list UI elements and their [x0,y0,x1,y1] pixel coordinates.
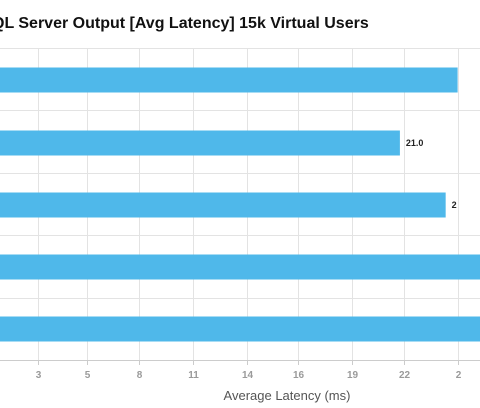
bar [0,130,400,156]
x-tick-label: 16 [293,370,305,381]
bar-value-label: 2 [452,200,457,210]
x-tick-label: 3 [36,370,42,381]
x-axis-ticks: 3 5 8 11 14 16 19 22 2 [36,360,462,381]
x-tick-label: 14 [242,370,254,381]
bar-series [0,67,480,342]
data-labels: 21.02 [406,138,457,210]
x-tick-label: 19 [347,370,359,381]
bar [0,67,458,93]
x-tick-label: 11 [188,370,199,381]
bar-value-label: 21.0 [406,138,424,148]
x-tick-label: 22 [399,370,411,381]
x-tick-label: 8 [137,370,143,381]
x-axis-title: Average Latency (ms) [224,388,351,403]
bar [0,316,480,342]
x-tick-label: 5 [85,370,91,381]
chart-title: QL Server Output [Avg Latency] 15k Virtu… [0,15,369,32]
x-tick-label: 2 [456,370,462,381]
bar [0,192,446,218]
bar [0,254,480,280]
